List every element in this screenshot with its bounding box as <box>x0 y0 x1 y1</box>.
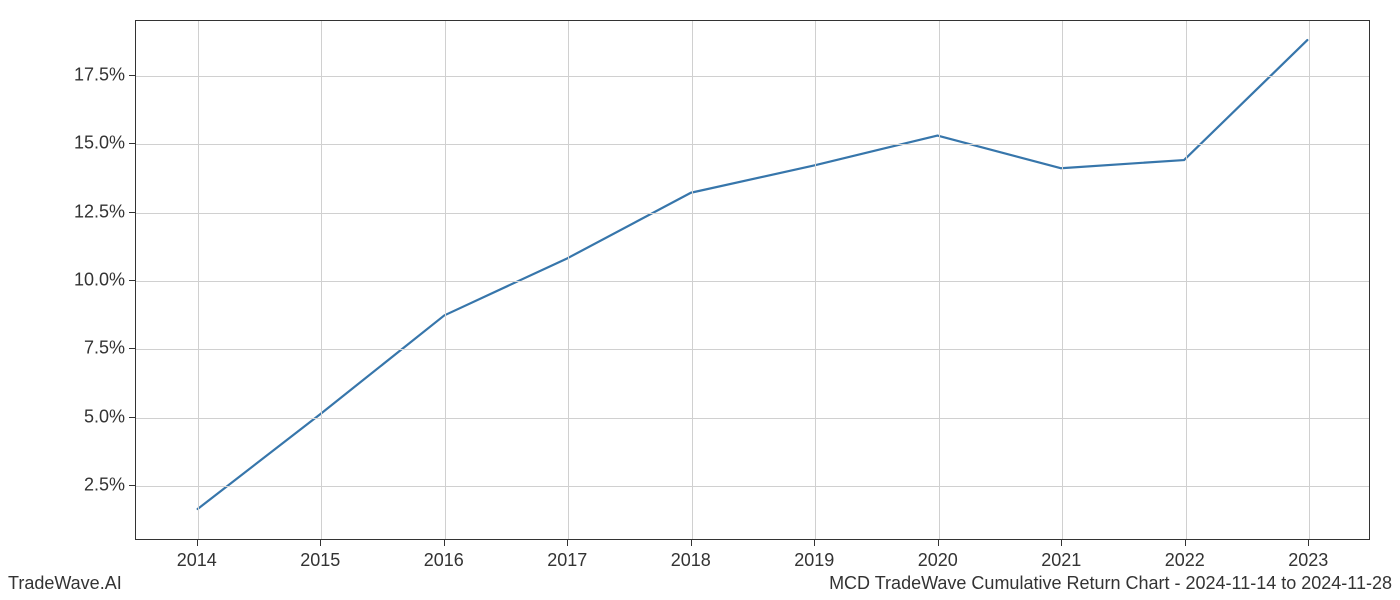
tick-mark-y <box>129 417 135 418</box>
tick-mark-x <box>320 540 321 546</box>
x-tick-label: 2020 <box>918 550 958 571</box>
x-tick-label: 2017 <box>547 550 587 571</box>
tick-mark-x <box>1185 540 1186 546</box>
tick-mark-x <box>938 540 939 546</box>
grid-line-x <box>1186 21 1187 539</box>
grid-line-x <box>939 21 940 539</box>
y-tick-label: 10.0% <box>8 270 125 291</box>
tick-mark-x <box>1308 540 1309 546</box>
tick-mark-y <box>129 143 135 144</box>
x-tick-label: 2021 <box>1041 550 1081 571</box>
x-tick-label: 2018 <box>671 550 711 571</box>
tick-mark-y <box>129 485 135 486</box>
x-tick-label: 2014 <box>177 550 217 571</box>
footer-right: MCD TradeWave Cumulative Return Chart - … <box>829 573 1392 594</box>
grid-line-x <box>321 21 322 539</box>
grid-line-x <box>1309 21 1310 539</box>
tick-mark-y <box>129 280 135 281</box>
chart-container: 2.5% 5.0% 7.5% 10.0% 12.5% 15.0% 17.5% 2014 2015… <box>0 0 1400 600</box>
y-tick-label: 12.5% <box>8 201 125 222</box>
tick-mark-y <box>129 348 135 349</box>
x-tick-label: 2023 <box>1288 550 1328 571</box>
grid-line-x <box>445 21 446 539</box>
plot-area <box>135 20 1370 540</box>
x-tick-label: 2015 <box>300 550 340 571</box>
grid-line-x <box>198 21 199 539</box>
tick-mark-x <box>691 540 692 546</box>
tick-mark-x <box>814 540 815 546</box>
x-tick-label: 2019 <box>794 550 834 571</box>
return-line <box>198 40 1308 509</box>
x-tick-label: 2022 <box>1165 550 1205 571</box>
grid-line-x <box>692 21 693 539</box>
grid-line-x <box>568 21 569 539</box>
x-tick-label: 2016 <box>424 550 464 571</box>
grid-line-x <box>1062 21 1063 539</box>
tick-mark-y <box>129 212 135 213</box>
tick-mark-x <box>567 540 568 546</box>
tick-mark-x <box>444 540 445 546</box>
y-tick-label: 17.5% <box>8 64 125 85</box>
y-tick-label: 7.5% <box>8 338 125 359</box>
y-tick-label: 2.5% <box>8 475 125 496</box>
y-tick-label: 15.0% <box>8 133 125 154</box>
y-tick-label: 5.0% <box>8 406 125 427</box>
tick-mark-y <box>129 75 135 76</box>
tick-mark-x <box>197 540 198 546</box>
tick-mark-x <box>1061 540 1062 546</box>
footer-left: TradeWave.AI <box>8 573 122 594</box>
grid-line-x <box>815 21 816 539</box>
